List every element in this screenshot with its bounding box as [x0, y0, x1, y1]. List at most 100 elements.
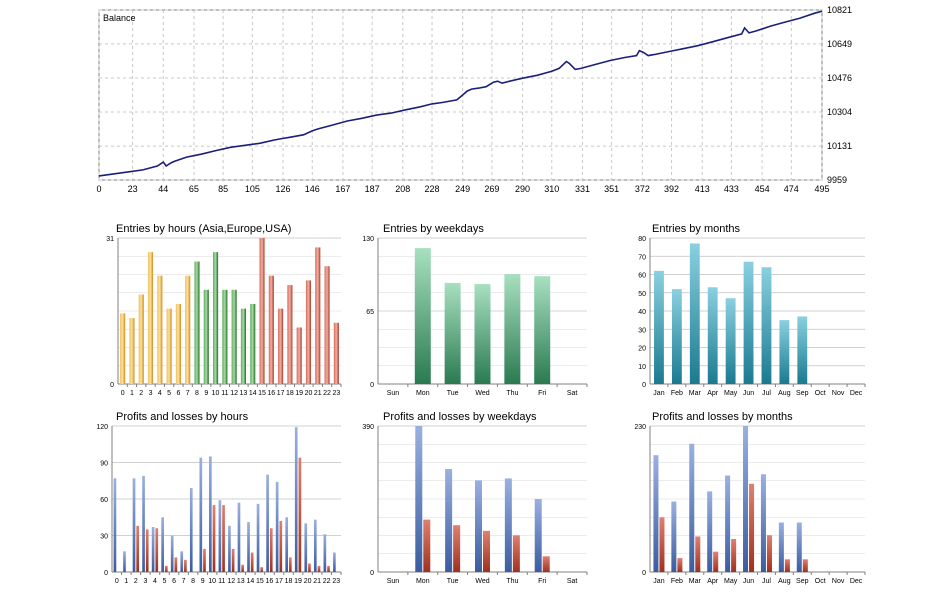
- profits-losses-by-weekdays-profit-bar: [504, 478, 512, 572]
- profits-losses-by-months-x-tick: Jul: [762, 578, 771, 585]
- balance-title: Balance: [103, 13, 136, 23]
- profits-losses-by-hours-loss-bar: [308, 563, 311, 572]
- profits-losses-by-weekdays-x-tick: Fri: [538, 578, 547, 585]
- profits-losses-by-weekdays-profit-bar: [445, 469, 453, 572]
- profits-losses-by-hours-profit-bar: [180, 551, 184, 572]
- balance-x-tick: 0: [96, 184, 101, 194]
- entries-by-hours-bar: [194, 261, 200, 384]
- entries-by-weekdays-chart: Entries by weekdays 0 65 130 Sun Mon Tue Wed Thu…: [362, 223, 588, 397]
- entries-by-weekdays-x-tick: Sat: [567, 390, 578, 397]
- entries-by-hours-x-tick: 4: [158, 390, 162, 397]
- balance-x-tick: 351: [604, 184, 619, 194]
- entries-by-weekdays-x-tick: Fri: [538, 390, 547, 397]
- profits-losses-by-months-x-tick: Aug: [778, 578, 791, 585]
- profits-losses-by-hours-loss-bar: [327, 565, 330, 572]
- entries-by-hours-x-tick: 5: [167, 390, 171, 397]
- profits-losses-by-hours-x-tick: 21: [313, 578, 321, 585]
- balance-x-tick: 269: [484, 184, 499, 194]
- entries-by-weekdays-x-tick: Sun: [387, 390, 400, 397]
- entries-by-hours-x-tick: 3: [149, 390, 153, 397]
- profits-losses-by-weekdays-loss-bar: [423, 519, 431, 572]
- profits-losses-by-hours-x-tick: 19: [294, 578, 302, 585]
- profits-losses-by-hours-loss-bar: [269, 528, 273, 572]
- entries-by-months-bar: [689, 243, 700, 384]
- entries-by-months-y-tick: 0: [642, 382, 646, 389]
- profits-losses-by-hours-y-tick: 0: [104, 570, 108, 577]
- profits-losses-by-months-profit-bar: [743, 426, 749, 572]
- profits-losses-by-months-profit-bar: [653, 455, 659, 572]
- entries-by-weekdays-x-tick: Thu: [506, 390, 518, 397]
- profits-losses-by-months-profit-bar: [760, 474, 766, 572]
- profits-losses-by-hours-profit-bar: [304, 523, 308, 572]
- profits-losses-by-hours-x-tick: 22: [323, 578, 331, 585]
- balance-x-tick: 310: [544, 184, 559, 194]
- profits-losses-by-hours-loss-bar: [250, 552, 254, 572]
- profits-losses-by-hours-x-tick: 13: [237, 578, 245, 585]
- profits-losses-by-hours-x-tick: 3: [143, 578, 147, 585]
- profits-losses-by-hours-profit-bar: [228, 525, 231, 572]
- profits-losses-by-hours-y-tick: 60: [100, 497, 108, 504]
- entries-by-hours-bar: [129, 318, 135, 384]
- entries-by-months-x-tick: Jul: [762, 390, 771, 397]
- entries-by-months-bar: [797, 316, 808, 384]
- profits-losses-by-hours-profit-bar: [333, 552, 336, 572]
- profits-losses-by-months-profit-bar: [725, 475, 731, 572]
- profits-losses-by-months-x-tick: Oct: [815, 578, 826, 585]
- entries-by-weekdays-bar: [474, 284, 491, 384]
- profits-losses-by-weekdays-profit-bar: [475, 480, 482, 572]
- entries-by-hours-bar: [315, 247, 321, 384]
- profits-losses-by-hours-y-tick: 30: [100, 534, 108, 541]
- entries-by-hours-x-tick: 23: [332, 390, 340, 397]
- balance-x-tick: 44: [158, 184, 168, 194]
- entries-by-hours-x-tick: 1: [130, 390, 134, 397]
- entries-by-months-x-tick: Aug: [778, 390, 791, 397]
- profits-losses-by-hours-loss-bar: [260, 567, 264, 572]
- profits-losses-by-hours-x-tick: 4: [153, 578, 157, 585]
- entries-by-months-x-tick: May: [724, 390, 738, 397]
- profits-losses-by-hours-x-tick: 9: [201, 578, 205, 585]
- profits-losses-by-hours-profit-bar: [237, 502, 241, 572]
- profits-losses-by-weekdays-loss-bar: [483, 530, 490, 572]
- entries-by-hours-bar: [250, 303, 256, 384]
- entries-by-hours-bar: [222, 289, 228, 384]
- entries-by-weekdays-x-tick: Wed: [475, 390, 489, 397]
- balance-x-tick: 249: [455, 184, 470, 194]
- entries-by-hours-x-tick: 16: [267, 390, 275, 397]
- profits-losses-by-hours-profit-bar: [218, 500, 222, 572]
- profits-losses-by-weekdays-loss-bar: [542, 556, 550, 572]
- entries-by-months-bar: [654, 270, 664, 384]
- entries-by-hours-bar: [296, 327, 302, 384]
- profits-losses-by-months-profit-bar: [689, 443, 695, 572]
- balance-series-line: [98, 10, 823, 177]
- entries-by-hours-bar: [147, 252, 154, 384]
- profits-losses-by-hours-x-tick: 17: [275, 578, 283, 585]
- entries-by-weekdays-x-tick: Mon: [416, 390, 430, 397]
- profits-losses-by-hours-loss-bar: [184, 559, 187, 572]
- balance-x-tick: 187: [365, 184, 380, 194]
- balance-x-tick: 372: [635, 184, 650, 194]
- balance-x-tick: 167: [335, 184, 350, 194]
- profits-losses-by-weekdays-y-tick: 390: [362, 424, 374, 431]
- balance-x-tick: 208: [395, 184, 410, 194]
- entries-by-hours-x-tick: 20: [305, 390, 313, 397]
- balance-x-tick: 146: [305, 184, 320, 194]
- balance-y-tick: 10821: [827, 5, 852, 15]
- entries-by-months-y-tick: 10: [638, 364, 646, 371]
- profits-losses-by-hours-x-tick: 10: [208, 578, 216, 585]
- profits-losses-by-hours-profit-bar: [161, 517, 164, 572]
- profits-losses-by-months-loss-bar: [802, 559, 808, 572]
- profits-losses-by-months-title: Profits and losses by months: [652, 411, 793, 423]
- profits-losses-by-hours-loss-bar: [289, 557, 292, 572]
- profits-losses-by-hours-x-tick: 23: [332, 578, 340, 585]
- entries-by-hours-bar: [268, 275, 274, 384]
- balance-x-tick: 228: [425, 184, 440, 194]
- profits-losses-by-months-profit-bar: [778, 522, 784, 572]
- entries-by-hours-y-tick: 0: [110, 382, 114, 389]
- profits-losses-by-months-x-tick: Nov: [832, 578, 845, 585]
- entries-by-months-y-tick: 70: [638, 254, 646, 261]
- profits-losses-by-hours-loss-bar: [203, 548, 206, 572]
- entries-by-weekdays-y-tick: 65: [366, 309, 374, 316]
- entries-by-months-bar: [779, 320, 790, 384]
- profits-losses-by-weekdays-profit-bar: [415, 426, 423, 572]
- entries-by-months-y-tick: 60: [638, 273, 646, 280]
